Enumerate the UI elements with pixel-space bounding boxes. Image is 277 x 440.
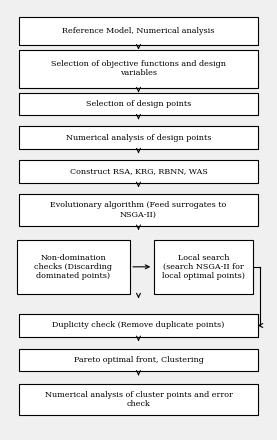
Text: Selection of design points: Selection of design points (86, 100, 191, 108)
FancyBboxPatch shape (17, 240, 130, 294)
Text: Duplicity check (Remove duplicate points): Duplicity check (Remove duplicate points… (52, 322, 225, 330)
FancyBboxPatch shape (19, 384, 258, 415)
FancyBboxPatch shape (19, 348, 258, 371)
FancyBboxPatch shape (19, 18, 258, 44)
FancyBboxPatch shape (19, 194, 258, 226)
Text: Pareto optimal front, Clustering: Pareto optimal front, Clustering (74, 356, 203, 364)
Text: Reference Model, Numerical analysis: Reference Model, Numerical analysis (62, 27, 215, 35)
Text: Numerical analysis of design points: Numerical analysis of design points (66, 134, 211, 142)
FancyBboxPatch shape (19, 92, 258, 115)
Text: Numerical analysis of cluster points and error
check: Numerical analysis of cluster points and… (45, 391, 232, 408)
FancyBboxPatch shape (19, 50, 258, 88)
FancyBboxPatch shape (19, 126, 258, 149)
FancyBboxPatch shape (19, 314, 258, 337)
FancyBboxPatch shape (154, 240, 253, 294)
Text: Non-domination
checks (Discarding
dominated points): Non-domination checks (Discarding domina… (34, 253, 112, 280)
Text: Evolutionary algorithm (Feed surrogates to
NSGA-II): Evolutionary algorithm (Feed surrogates … (50, 201, 227, 218)
FancyBboxPatch shape (19, 160, 258, 183)
Text: Selection of objective functions and design
variables: Selection of objective functions and des… (51, 60, 226, 77)
Text: Local search
(search NSGA-II for
local optimal points): Local search (search NSGA-II for local o… (162, 253, 245, 280)
Text: Construct RSA, KRG, RBNN, WAS: Construct RSA, KRG, RBNN, WAS (70, 168, 207, 176)
